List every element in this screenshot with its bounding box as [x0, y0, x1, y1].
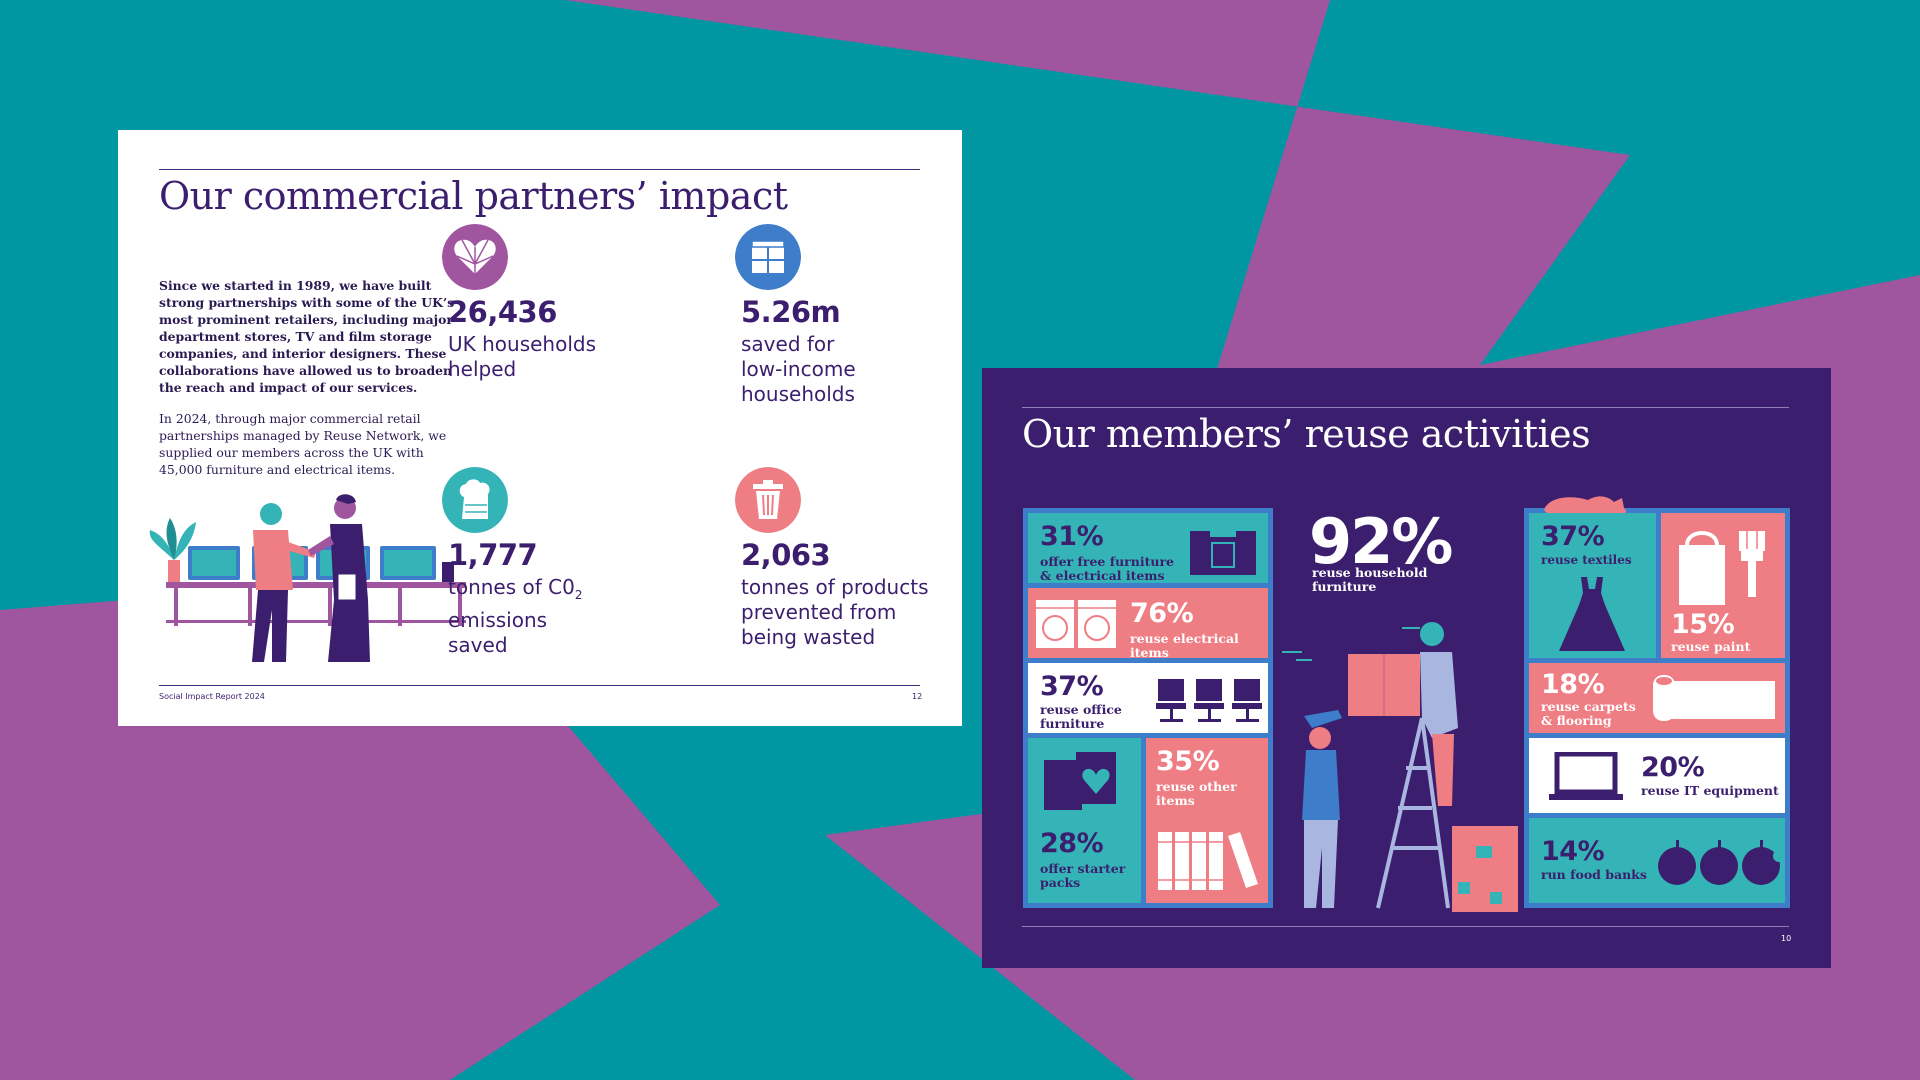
- caption: run food banks: [1541, 867, 1647, 882]
- label-text: emissions saved: [448, 608, 548, 657]
- top-rule: [1022, 407, 1789, 408]
- pct: 18%: [1541, 669, 1605, 700]
- page-number: 10: [1781, 934, 1792, 943]
- stat-value: 2,063: [741, 538, 831, 572]
- pct: 14%: [1541, 836, 1605, 867]
- caption: reuse office furniture: [1040, 702, 1122, 731]
- cell-carpets: 18% reuse carpets & flooring: [1529, 663, 1785, 733]
- members-reuse-page: Our members’ reuse activities 31% offer …: [982, 368, 1831, 968]
- cell-food: 14% run food banks: [1529, 818, 1785, 903]
- cell-other: 35% reuse other items: [1146, 738, 1268, 903]
- cell-electrical: 76% reuse electrical items: [1028, 588, 1268, 660]
- smoke-stack-icon: [442, 467, 508, 533]
- subscript: 2: [574, 588, 583, 602]
- cell-paint: 15% reuse paint: [1661, 513, 1785, 658]
- pct: 15%: [1671, 609, 1735, 640]
- pct: 28%: [1040, 828, 1104, 859]
- label-text: tonnes of C0: [448, 575, 575, 599]
- caption: reuse other items: [1156, 779, 1237, 808]
- pct: 37%: [1541, 521, 1605, 552]
- paint-pot-icon: [1679, 531, 1765, 605]
- wardrobe-icon: [1190, 531, 1256, 575]
- cell-starter: 28% offer starter packs: [1028, 738, 1141, 903]
- intro-paragraph-bold: Since we started in 1989, we have built …: [159, 278, 455, 395]
- heart-cards-icon: [1044, 752, 1116, 810]
- washing-machine-icon: [1036, 600, 1116, 648]
- stat-label: saved for low-income households: [741, 332, 856, 406]
- pct: 31%: [1040, 521, 1104, 552]
- caption: reuse electrical items: [1130, 631, 1239, 660]
- cell-it: 20% reuse IT equipment: [1529, 738, 1785, 813]
- caption: reuse IT equipment: [1641, 783, 1779, 798]
- cell-free-furniture: 31% offer free furniture & electrical it…: [1028, 513, 1268, 583]
- page-number: 12: [912, 692, 923, 701]
- pct: 76%: [1130, 598, 1194, 629]
- caption: reuse carpets & flooring: [1541, 699, 1636, 728]
- caption-household: reuse household furniture: [1312, 565, 1428, 594]
- stat-value: 5.26m: [741, 295, 841, 329]
- footer-report-name: Social Impact Report 2024: [159, 692, 265, 701]
- pct: 20%: [1641, 752, 1705, 783]
- pct-household: 92%: [1309, 505, 1453, 578]
- intro-paragraph: In 2024, through major commercial retail…: [159, 411, 447, 477]
- pct: 37%: [1040, 671, 1104, 702]
- page-title: Our commercial partners’ impact: [159, 174, 788, 218]
- caption: offer free furniture & electrical items: [1040, 554, 1174, 583]
- books-icon: [1158, 832, 1258, 890]
- dress-icon: [1559, 577, 1625, 651]
- commercial-partners-page: Our commercial partners’ impact Since we…: [118, 130, 962, 726]
- caption: reuse paint: [1671, 639, 1751, 654]
- pct: 35%: [1156, 746, 1220, 777]
- stat-value: 26,436: [448, 295, 557, 329]
- top-rule: [159, 169, 920, 170]
- stat-label: tonnes of products prevented from being …: [741, 575, 929, 649]
- carpet-roll-icon: [1653, 675, 1775, 721]
- stat-value: 1,777: [448, 538, 538, 572]
- ladder-illustration: [1282, 622, 1518, 912]
- cell-office: 37% reuse office furniture: [1028, 663, 1268, 733]
- office-chair-icon: [1156, 679, 1262, 722]
- caption: reuse textiles: [1541, 553, 1632, 567]
- trash-bin-icon: [735, 467, 801, 533]
- page-title: Our members’ reuse activities: [1022, 412, 1591, 456]
- bottom-rule: [159, 685, 920, 686]
- shop-counter-illustration: [149, 494, 466, 662]
- heart-icon: [442, 224, 508, 290]
- caption: offer starter packs: [1040, 861, 1126, 890]
- intro-text: Since we started in 1989, we have built …: [159, 277, 464, 492]
- cupboard-icon: [735, 224, 801, 290]
- cat-illustration: [1544, 496, 1626, 514]
- bottom-rule: [1022, 926, 1789, 927]
- stat-label: UK households helped: [448, 332, 597, 381]
- stat-label: tonnes of C02 emissions saved: [448, 575, 648, 658]
- cell-textiles: 37% reuse textiles: [1529, 513, 1656, 658]
- apples-icon: [1658, 840, 1781, 885]
- laptop-icon: [1549, 752, 1623, 800]
